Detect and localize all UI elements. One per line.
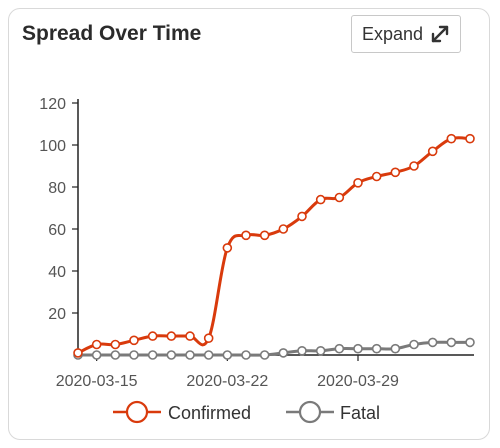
data-point-confirmed (297, 211, 307, 222)
expand-button[interactable]: Expand (351, 15, 461, 53)
data-point-fatal (91, 350, 102, 360)
data-point-fatal (371, 343, 382, 354)
data-point-fatal (409, 339, 419, 350)
data-point-fatal (129, 350, 139, 360)
x-tick-label: 2020-03-29 (317, 373, 399, 390)
data-point-confirmed (259, 230, 270, 241)
data-point-confirmed (129, 335, 139, 346)
data-point-confirmed (315, 194, 326, 205)
data-point-confirmed (390, 167, 401, 178)
data-point-fatal (353, 343, 363, 354)
data-point-fatal (110, 350, 121, 360)
expand-arrows-icon (431, 25, 449, 43)
data-point-confirmed (278, 224, 289, 234)
data-point-fatal (315, 345, 326, 356)
y-tick-label: 80 (48, 180, 66, 197)
legend-marker-confirmed (125, 400, 149, 424)
data-point-fatal (185, 350, 195, 360)
data-point-fatal (259, 350, 270, 360)
data-point-fatal (334, 343, 345, 354)
data-point-confirmed (334, 192, 345, 203)
data-point-confirmed (73, 348, 83, 358)
data-point-fatal (203, 350, 214, 360)
expand-button-label: Expand (361, 23, 424, 44)
data-point-fatal (297, 345, 307, 356)
chart-card (8, 8, 490, 440)
data-point-confirmed (353, 178, 363, 188)
card-title: Spread Over Time (22, 22, 202, 45)
data-point-confirmed (446, 133, 457, 144)
data-point-confirmed (203, 333, 214, 344)
data-point-fatal (222, 350, 233, 360)
data-point-fatal (427, 337, 438, 348)
x-tick-label: 2020-03-15 (56, 373, 138, 390)
legend-label-fatal: Fatal (340, 403, 380, 423)
data-point-confirmed (185, 331, 195, 341)
data-point-confirmed (166, 331, 177, 341)
series-line-fatal (78, 340, 470, 357)
y-tick-label: 60 (48, 222, 66, 239)
y-tick-label: 120 (39, 96, 66, 113)
data-point-fatal (390, 343, 401, 354)
series-line-confirmed (77, 136, 471, 355)
data-point-confirmed (91, 339, 102, 350)
y-tick-label: 20 (48, 306, 66, 323)
y-tick-label: 100 (39, 138, 66, 155)
data-point-fatal (446, 337, 457, 348)
data-point-confirmed (409, 161, 419, 171)
data-point-confirmed (241, 230, 251, 241)
data-point-fatal (147, 350, 158, 360)
legend-marker-fatal (298, 400, 322, 424)
data-point-confirmed (110, 339, 121, 350)
data-point-fatal (278, 348, 289, 358)
data-point-fatal (166, 350, 177, 360)
y-tick-label: 40 (48, 264, 66, 281)
data-point-confirmed (222, 243, 233, 253)
x-tick-label: 2020-03-22 (186, 373, 268, 390)
legend-label-confirmed: Confirmed (168, 403, 251, 423)
data-point-confirmed (371, 171, 382, 182)
data-point-confirmed (147, 331, 158, 341)
data-point-confirmed (427, 146, 438, 157)
data-point-fatal (465, 337, 475, 348)
data-point-confirmed (465, 133, 475, 144)
data-point-fatal (241, 350, 251, 360)
